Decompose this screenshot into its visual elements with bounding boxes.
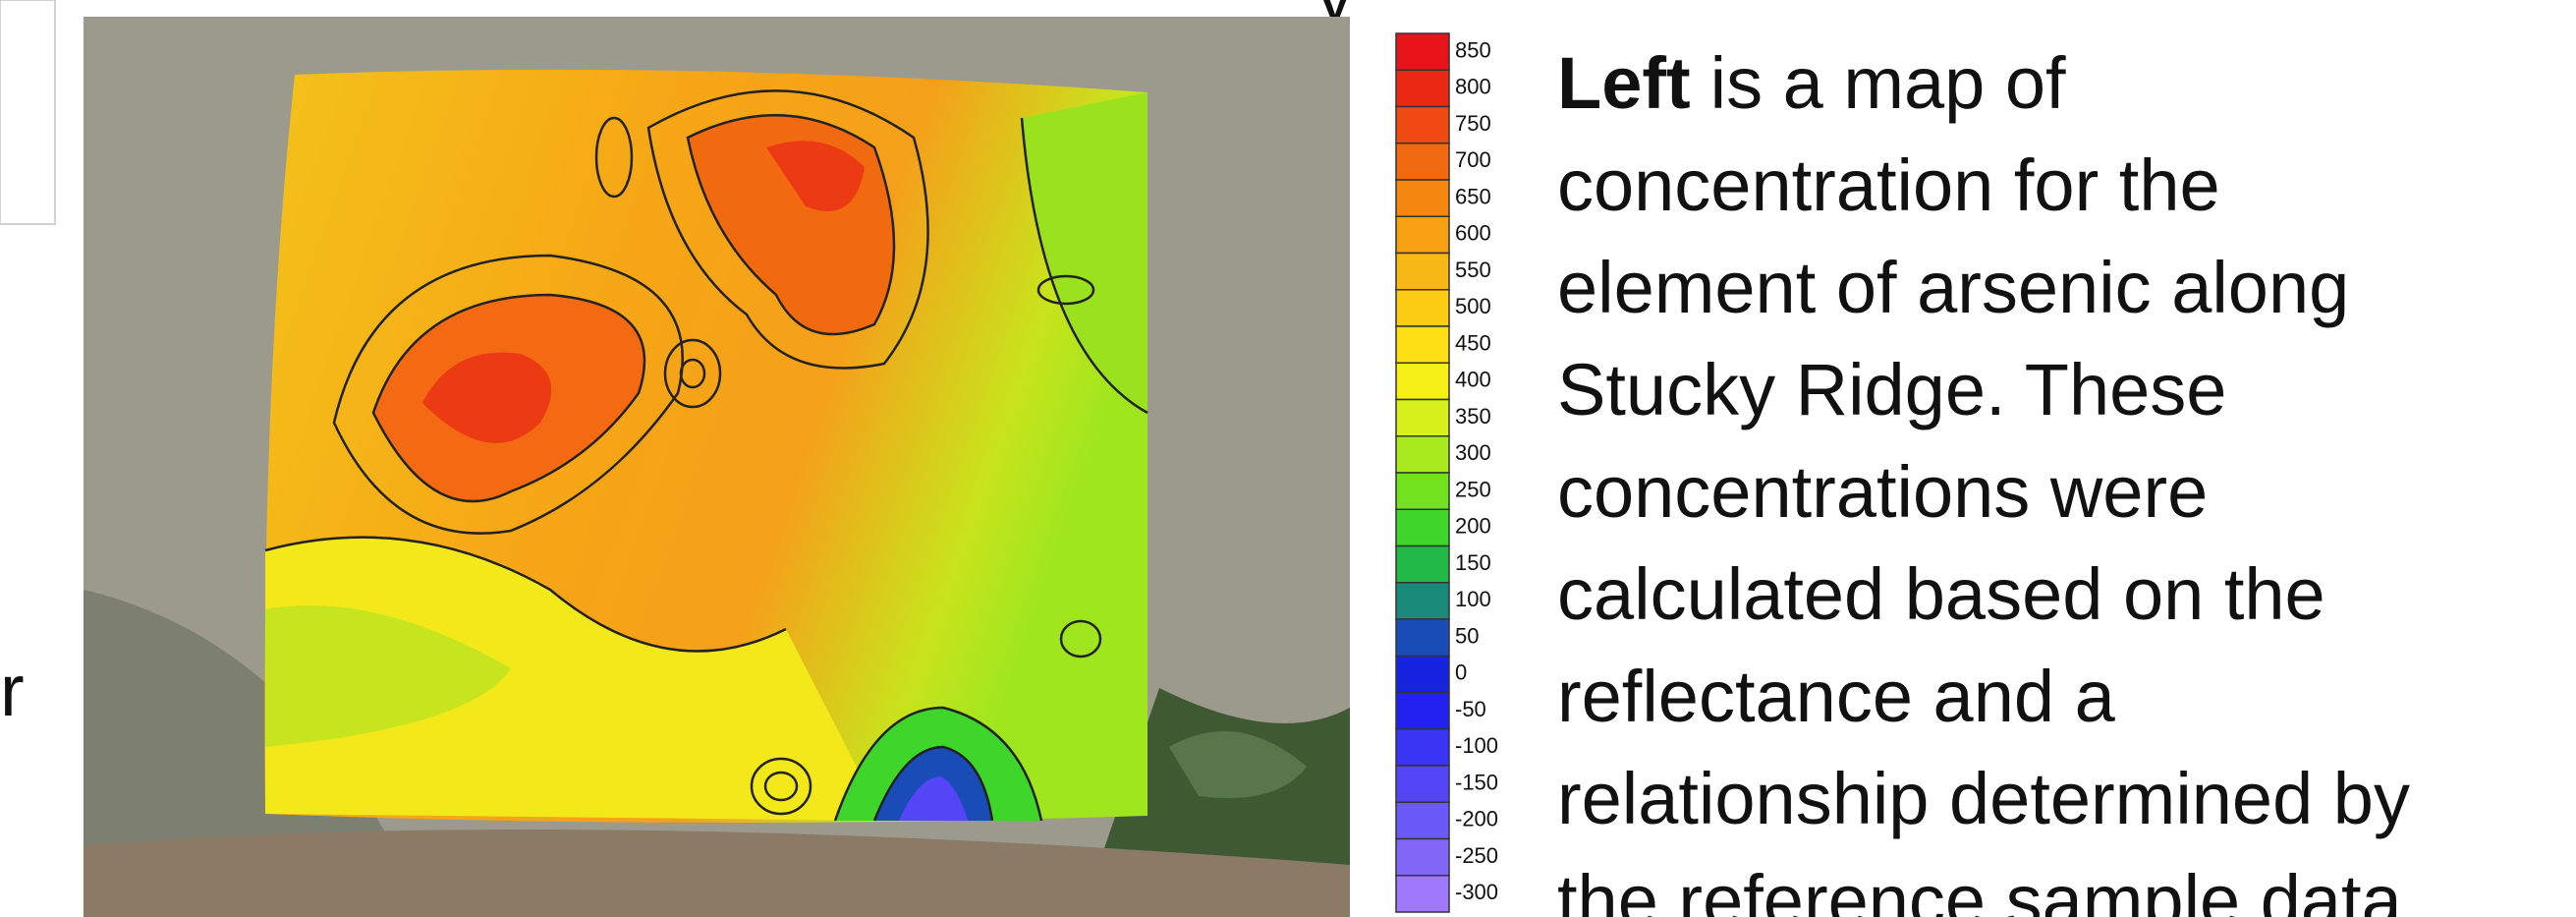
legend-swatch	[1396, 216, 1449, 253]
legend-swatch	[1396, 693, 1449, 729]
legend-label: 0	[1455, 660, 1467, 685]
legend-label: 350	[1455, 404, 1491, 429]
text-line: element of arsenic along	[1557, 247, 2349, 328]
legend-label: -250	[1455, 843, 1498, 868]
legend-swatch	[1396, 363, 1449, 399]
legend-label: -300	[1455, 880, 1498, 904]
text-line: is a map of	[1710, 42, 2066, 124]
legend-label: 250	[1455, 477, 1491, 501]
legend-swatch	[1396, 583, 1449, 619]
legend-swatch	[1396, 802, 1449, 838]
legend-swatch	[1396, 473, 1449, 509]
legend-label: 700	[1455, 147, 1491, 172]
legend-label: 600	[1455, 221, 1491, 246]
legend-swatch	[1396, 290, 1449, 326]
text-line: concentrations were	[1557, 451, 2208, 533]
text-line: reflectance and a	[1557, 656, 2116, 737]
legend-label: 450	[1455, 330, 1491, 355]
legend-label: -150	[1455, 770, 1498, 794]
legend-swatch	[1396, 619, 1449, 656]
text-line: the reference sample data.	[1557, 860, 2422, 917]
legend-label: 850	[1455, 37, 1491, 62]
text-line: Stucky Ridge. These	[1557, 349, 2226, 430]
legend-swatch	[1396, 254, 1449, 290]
legend-swatch	[1396, 729, 1449, 766]
lead-word: Left	[1557, 42, 1691, 124]
legend-label: 50	[1455, 623, 1479, 648]
legend-swatch	[1396, 839, 1449, 876]
slide: r y 850	[0, 0, 2576, 917]
legend-swatch	[1396, 876, 1449, 912]
legend-label: 650	[1455, 184, 1491, 208]
legend-swatch	[1396, 436, 1449, 473]
legend-label: -50	[1455, 697, 1486, 721]
legend-swatch	[1396, 33, 1449, 70]
legend-label: 550	[1455, 258, 1491, 282]
side-box	[0, 0, 55, 224]
legend-swatch	[1396, 180, 1449, 216]
legend-label: 750	[1455, 111, 1491, 136]
legend-label: -200	[1455, 807, 1498, 831]
legend-label: 150	[1455, 550, 1491, 575]
legend-swatch	[1396, 107, 1449, 143]
text-line: calculated based on the	[1557, 553, 2325, 635]
map	[84, 17, 1350, 917]
legend-label: 800	[1455, 75, 1491, 99]
legend-label: 300	[1455, 440, 1491, 465]
color-legend: 8508007507006506005505004504003503002502…	[1396, 33, 1498, 912]
legend-label: 200	[1455, 514, 1491, 539]
text-line: relationship determined by	[1557, 758, 2410, 839]
legend-swatch	[1396, 400, 1449, 436]
legend-label: 500	[1455, 294, 1491, 318]
legend-swatch	[1396, 656, 1449, 692]
legend-label: -100	[1455, 733, 1498, 758]
legend-swatch	[1396, 509, 1449, 545]
legend-swatch	[1396, 546, 1449, 583]
legend-swatch	[1396, 70, 1449, 106]
legend-swatch	[1396, 766, 1449, 802]
legend-label: 100	[1455, 587, 1491, 611]
left-fragment: r	[0, 650, 25, 731]
text-line: concentration for the	[1557, 144, 2220, 226]
legend-label: 400	[1455, 368, 1491, 392]
legend-swatch	[1396, 143, 1449, 180]
legend-swatch	[1396, 326, 1449, 363]
